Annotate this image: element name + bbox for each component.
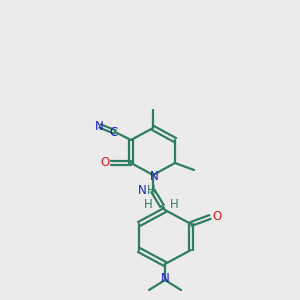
Text: O: O bbox=[212, 211, 222, 224]
Text: N: N bbox=[94, 119, 103, 133]
Text: C: C bbox=[110, 125, 118, 139]
Text: O: O bbox=[100, 157, 109, 169]
Text: N: N bbox=[150, 169, 158, 182]
Text: H: H bbox=[144, 197, 152, 211]
Text: N: N bbox=[138, 184, 146, 197]
Text: N: N bbox=[160, 272, 169, 286]
Text: H: H bbox=[169, 197, 178, 211]
Text: H: H bbox=[147, 184, 155, 197]
